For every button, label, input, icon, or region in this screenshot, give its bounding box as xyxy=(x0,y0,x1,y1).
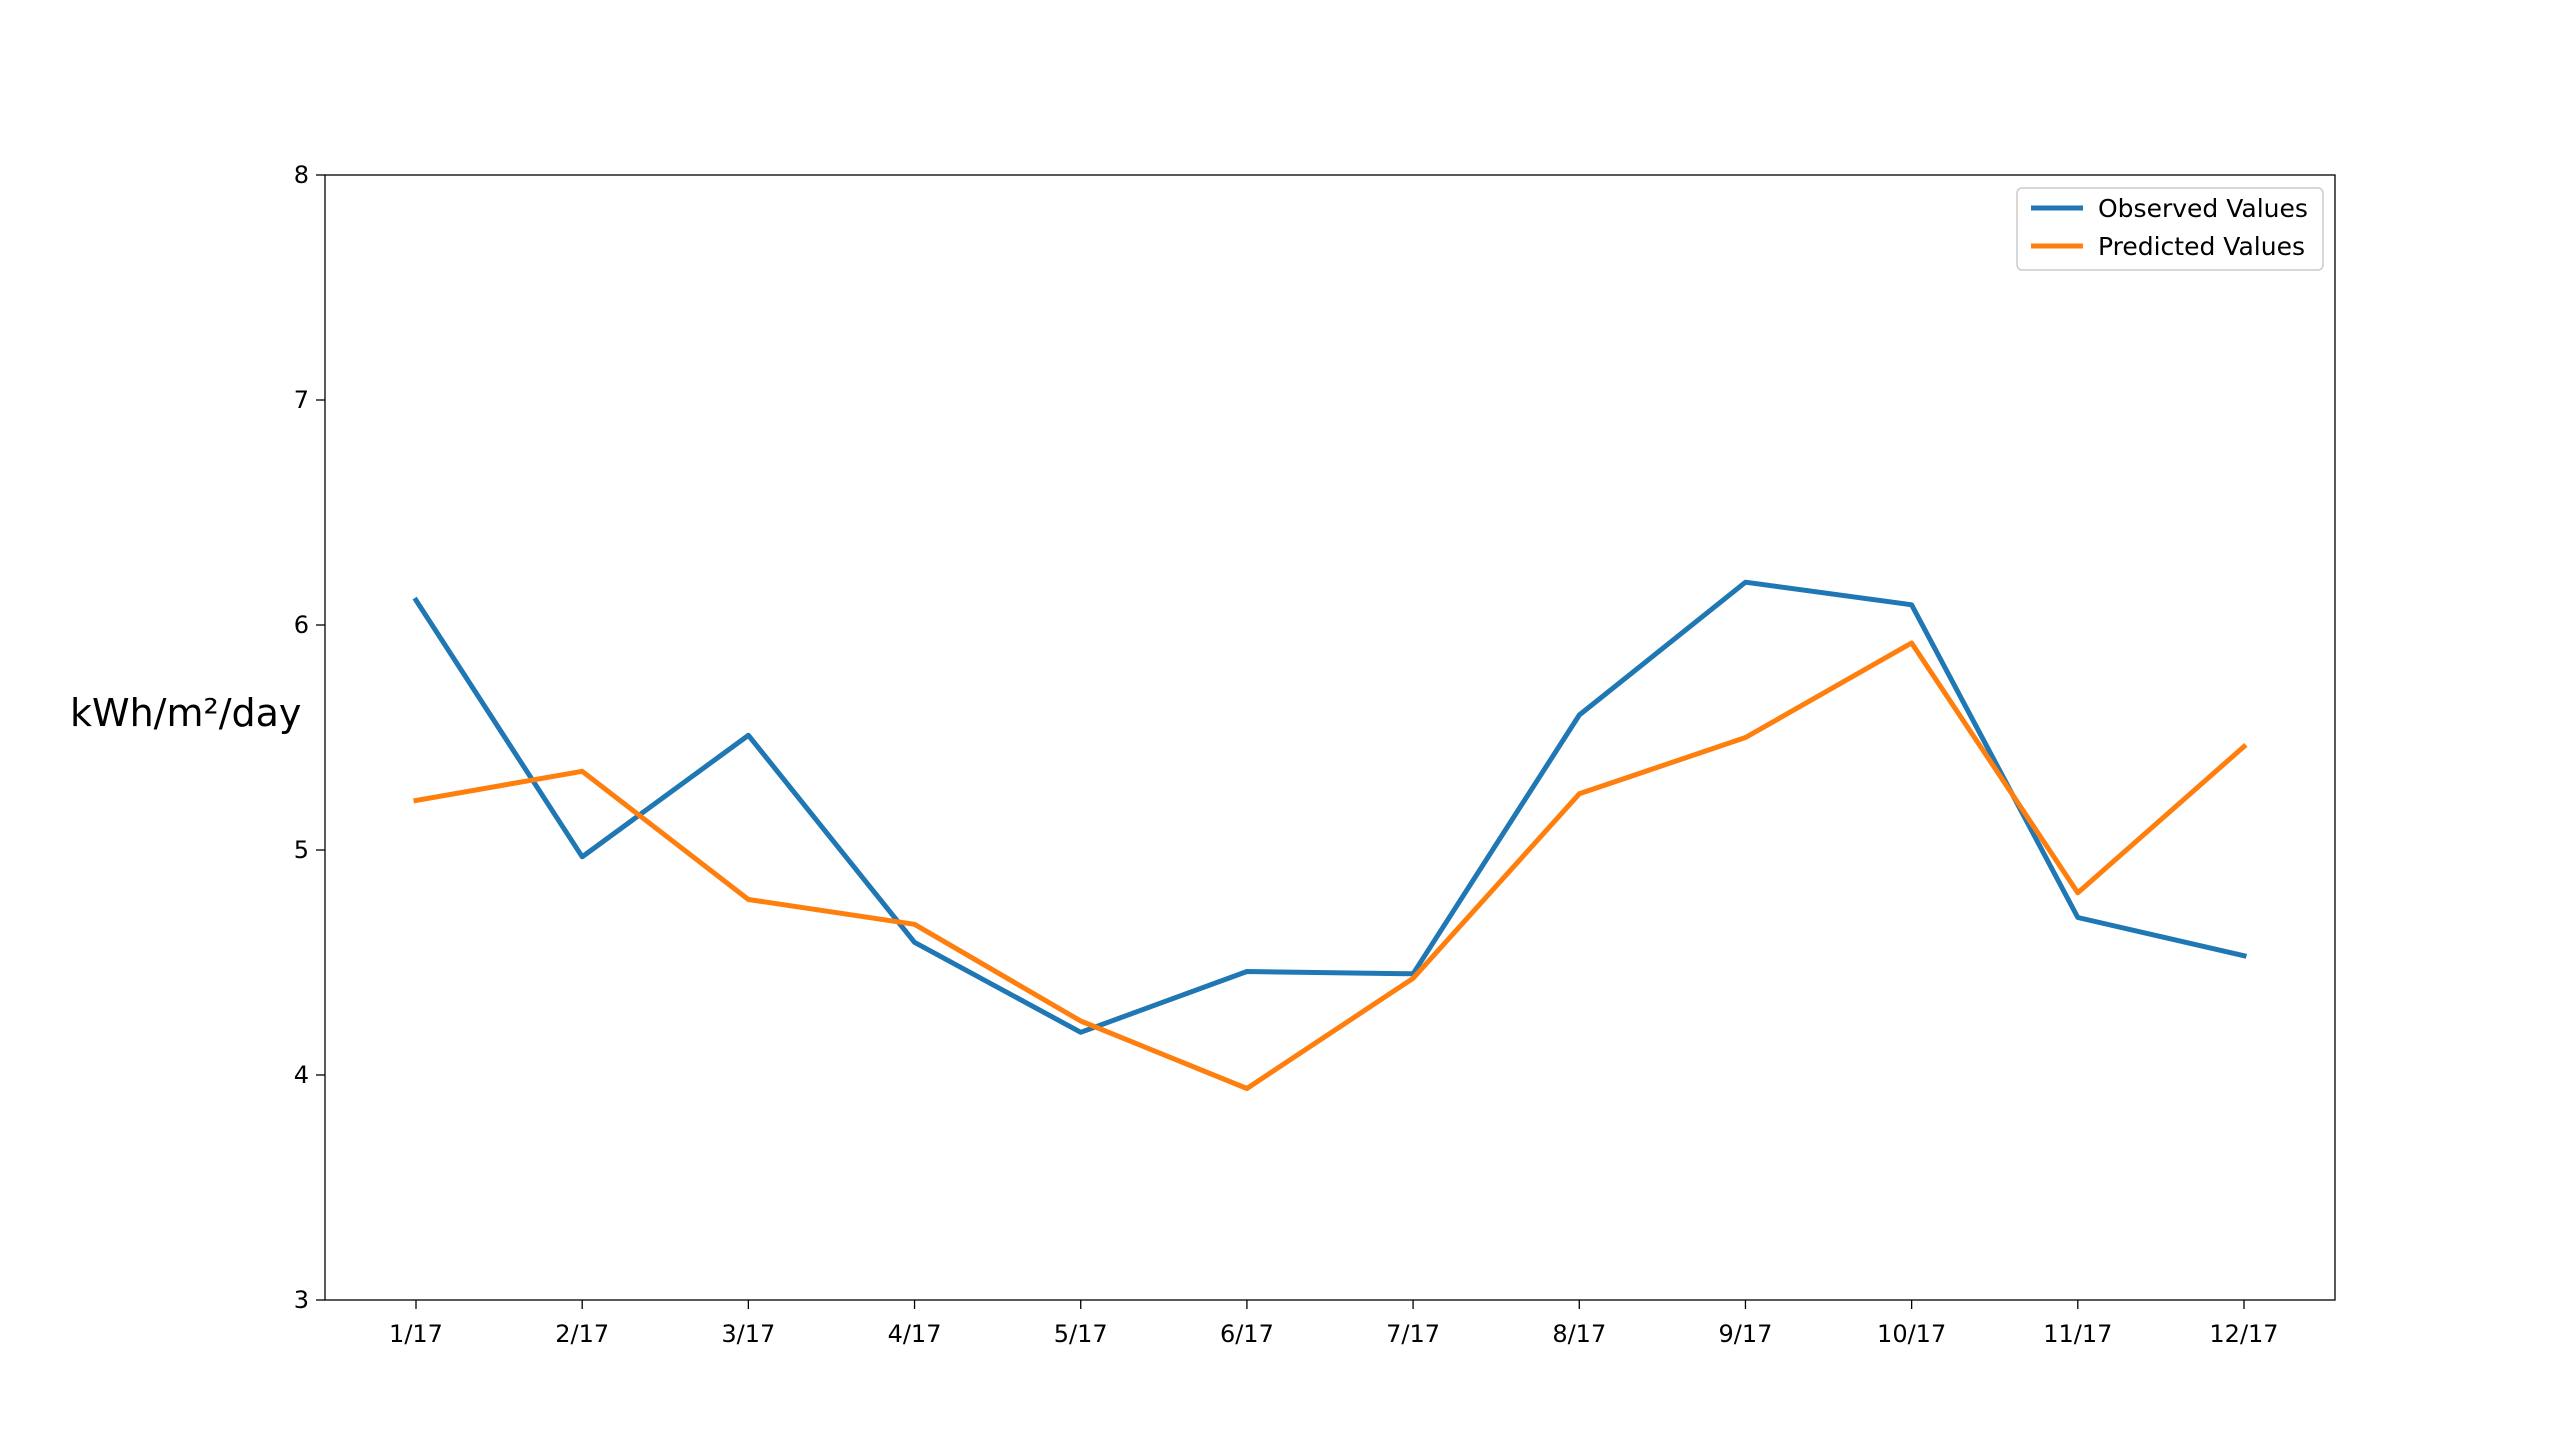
y-tick-label: 4 xyxy=(294,1061,309,1089)
y-tick-label: 5 xyxy=(294,836,309,864)
legend: Observed Values Predicted Values xyxy=(2016,187,2324,271)
legend-label: Observed Values xyxy=(2098,194,2308,223)
plot-frame xyxy=(324,174,2336,1301)
x-tick-label: 10/17 xyxy=(1877,1320,1946,1348)
y-tick-label: 6 xyxy=(294,611,309,639)
legend-box xyxy=(2016,187,2324,271)
series-line-predicted xyxy=(413,640,2248,1091)
y-tick-label: 7 xyxy=(294,386,309,414)
series-line-observed xyxy=(412,579,2247,1035)
x-tick-label: 6/17 xyxy=(1220,1320,1274,1348)
y-tick-label: 3 xyxy=(294,1286,309,1314)
x-tick-label: 3/17 xyxy=(721,1320,775,1348)
x-tick-label: 5/17 xyxy=(1054,1320,1108,1348)
x-tick-label: 11/17 xyxy=(2043,1320,2112,1348)
x-tick-label: 7/17 xyxy=(1386,1320,1440,1348)
series-lines xyxy=(412,579,2248,1091)
legend-label: Predicted Values xyxy=(2098,232,2305,261)
x-tick-label: 4/17 xyxy=(888,1320,942,1348)
y-axis-label: kWh/m²/day xyxy=(70,691,301,735)
axes: 3 4 5 6 7 8 1/17 2/17 3/17 4/17 5/17 6/17 7/17 8/17 9/… xyxy=(294,161,2336,1348)
y-tick-label: 8 xyxy=(294,161,309,189)
x-tick-label: 2/17 xyxy=(555,1320,609,1348)
x-tick-label: 1/17 xyxy=(389,1320,443,1348)
x-tick-label: 9/17 xyxy=(1719,1320,1773,1348)
x-tick-label: 12/17 xyxy=(2209,1320,2278,1348)
x-tick-label: 8/17 xyxy=(1552,1320,1606,1348)
